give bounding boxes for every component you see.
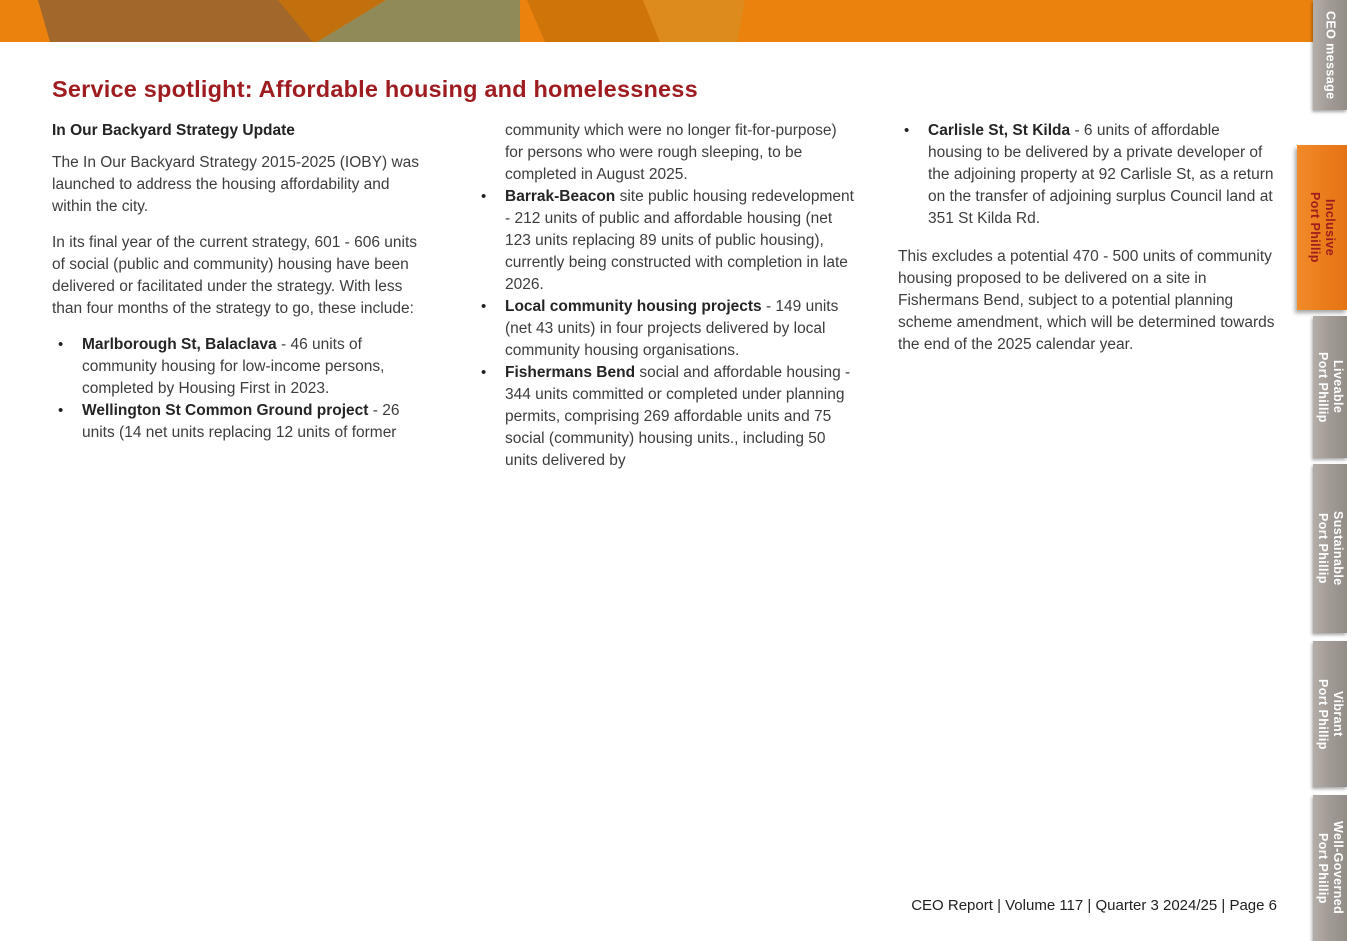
tab-liveable-port-phillip[interactable]: Liveable Port Phillip [1313, 316, 1347, 458]
column-1: In Our Backyard Strategy Update The In O… [52, 120, 432, 444]
column-2: community which were no longer fit-for-p… [475, 120, 855, 472]
tab-label-line2: Port Phillip [1316, 678, 1330, 750]
bullet-text: - 46 units of community housing for low-… [82, 336, 385, 397]
list-item: Carlisle St, St Kilda - 6 units of affor… [898, 120, 1278, 230]
bullet-lead: Local community housing projects [505, 298, 762, 315]
header-art [0, 0, 1313, 42]
tab-label-line2: Port Phillip [1308, 192, 1322, 263]
page-footer: CEO Report | Volume 117 | Quarter 3 2024… [911, 897, 1277, 914]
tab-label-line2: Port Phillip [1316, 513, 1330, 584]
tab-label-line1: Sustainable [1331, 511, 1345, 586]
bullet-lead: Fishermans Bend [505, 364, 636, 381]
bullet-text: - 6 units of affordable housing to be de… [928, 122, 1274, 227]
tab-label-line1: Vibrant [1331, 691, 1345, 737]
bullet-text: social and affordable housing - 344 unit… [505, 364, 851, 469]
side-tabs: CEO message Inclusive Port Phillip Livea… [1295, 0, 1347, 941]
tab-label-line2: Port Phillip [1316, 832, 1330, 904]
tab-label-line2: Port Phillip [1316, 351, 1330, 423]
bullet-text: site public housing redevelopment - 212 … [505, 188, 854, 293]
list-item: Barrak-Beacon site public housing redeve… [475, 186, 855, 296]
column-3: Carlisle St, St Kilda - 6 units of affor… [898, 120, 1278, 370]
bullet-lead: Marlborough St, Balaclava [82, 336, 277, 353]
paragraph-strategy-intro: The In Our Backyard Strategy 2015-2025 (… [52, 154, 420, 215]
section-heading: In Our Backyard Strategy Update [52, 122, 295, 139]
tab-label-line1: Liveable [1331, 360, 1345, 414]
tab-label-line1: Well-Governed [1331, 821, 1345, 915]
list-item: Wellington St Common Ground project - 26… [52, 400, 432, 444]
bullet-lead: Carlisle St, St Kilda [928, 122, 1071, 139]
bullet-text: - 26 units (14 net units replacing 12 un… [82, 402, 400, 441]
tab-well-governed-port-phillip[interactable]: Well-Governed Port Phillip [1313, 795, 1347, 941]
bullet-text: - 149 units (net 43 units) in four proje… [505, 298, 839, 359]
list-item: Local community housing projects - 149 u… [475, 296, 855, 362]
tab-label-line1: Inclusive [1323, 198, 1337, 257]
tab-inclusive-port-phillip[interactable]: Inclusive Port Phillip [1297, 145, 1347, 310]
list-item: Fishermans Bend social and affordable ho… [475, 362, 855, 472]
tab-ceo-message[interactable]: CEO message [1313, 0, 1347, 110]
paragraph-fishermans-bend-note: This excludes a potential 470 - 500 unit… [898, 248, 1275, 353]
list-item: Marlborough St, Balaclava - 46 units of … [52, 334, 432, 400]
bullet-list-2: Barrak-Beacon site public housing redeve… [475, 186, 855, 472]
bullet-lead: Wellington St Common Ground project [82, 402, 369, 419]
paragraph-bullet-continuation: community which were no longer fit-for-p… [505, 122, 837, 183]
bullet-list-3: Carlisle St, St Kilda - 6 units of affor… [898, 120, 1278, 230]
tab-sustainable-port-phillip[interactable]: Sustainable Port Phillip [1313, 464, 1347, 633]
paragraph-strategy-progress: In its final year of the current strateg… [52, 234, 418, 317]
tab-vibrant-port-phillip[interactable]: Vibrant Port Phillip [1313, 641, 1347, 787]
bullet-lead: Barrak-Beacon [505, 188, 616, 205]
tab-label: CEO message [1323, 10, 1338, 100]
bullet-list-1: Marlborough St, Balaclava - 46 units of … [52, 334, 432, 444]
header-band [0, 0, 1313, 42]
page-title: Service spotlight: Affordable housing an… [52, 76, 698, 102]
